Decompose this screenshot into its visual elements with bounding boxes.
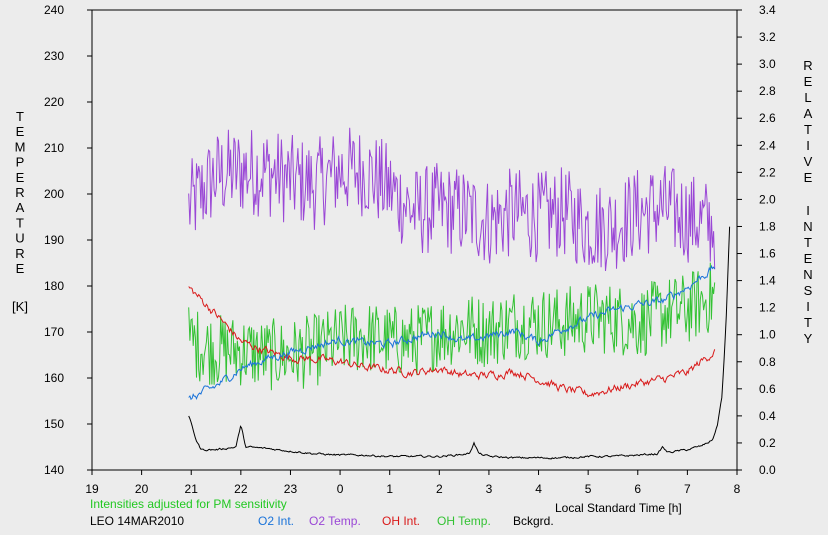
x-tick-label: 22	[234, 482, 248, 496]
left-tick-label: 170	[44, 325, 64, 339]
x-tick-label: 0	[337, 482, 344, 496]
right-axis-letter: N	[803, 267, 812, 282]
right-axis-letter: L	[804, 90, 811, 105]
x-tick-label: 2	[436, 482, 443, 496]
right-tick-label: 1.0	[759, 328, 776, 342]
right-axis-letter: V	[804, 154, 813, 169]
right-tick-label: 1.8	[759, 219, 776, 233]
right-axis-letter: E	[804, 74, 813, 89]
sensitivity-note: Intensities adjusted for PM sensitivity	[90, 497, 287, 511]
x-tick-label: 8	[734, 482, 741, 496]
x-tick-label: 1	[386, 482, 393, 496]
right-axis-ticks: 0.0 0.2 0.4 0.6 0.8 1.0 1.2 1.4 1.6 1.8 2.0 2.2 2.4 2…	[737, 3, 776, 477]
x-tick-label: 21	[185, 482, 199, 496]
x-tick-label: 3	[486, 482, 493, 496]
left-tick-label: 180	[44, 279, 64, 293]
left-axis-letter: M	[15, 139, 26, 154]
series-line-o2-temp	[188, 127, 716, 272]
right-tick-label: 2.2	[759, 165, 776, 179]
right-axis-letter: T	[804, 235, 812, 250]
right-tick-label: 3.2	[759, 30, 776, 44]
left-axis-letter: A	[16, 200, 25, 215]
right-tick-label: 1.2	[759, 301, 776, 315]
right-axis-letter: I	[806, 138, 810, 153]
right-tick-label: 2.0	[759, 192, 776, 206]
legend-oh-int: OH Int.	[382, 514, 421, 528]
right-axis-letter: I	[806, 203, 810, 218]
right-axis-letter: E	[804, 251, 813, 266]
left-axis-unit: [K]	[12, 299, 28, 314]
right-tick-label: 0.8	[759, 355, 776, 369]
x-tick-label: 20	[135, 482, 149, 496]
left-tick-label: 240	[44, 3, 64, 17]
series-line-oh-temp	[188, 262, 716, 391]
right-tick-label: 2.8	[759, 84, 776, 98]
x-tick-label: 4	[535, 482, 542, 496]
right-tick-label: 3.4	[759, 3, 776, 17]
left-tick-label: 140	[44, 463, 64, 477]
left-tick-label: 160	[44, 371, 64, 385]
x-tick-label: 7	[684, 482, 691, 496]
right-axis-letter: T	[804, 122, 812, 137]
left-axis-letter: T	[16, 109, 24, 124]
right-axis-letter: I	[806, 299, 810, 314]
right-tick-label: 0.0	[759, 463, 776, 477]
right-tick-label: 1.6	[759, 247, 776, 261]
left-tick-label: 210	[44, 141, 64, 155]
right-tick-label: 0.2	[759, 436, 776, 450]
series-line-oh-int	[188, 286, 716, 398]
left-axis-ticks: 140 150 160 170 180 190 200 210 220 230 240	[44, 3, 92, 477]
station-date: LEO 14MAR2010	[90, 514, 185, 528]
x-tick-label: 23	[284, 482, 298, 496]
left-axis-letter: E	[16, 124, 25, 139]
series-line-bckgrd	[188, 226, 731, 460]
left-axis-letter: E	[16, 170, 25, 185]
series-group	[188, 127, 731, 460]
legend-o2-temp: O2 Temp.	[309, 514, 361, 528]
left-tick-label: 150	[44, 417, 64, 431]
right-tick-label: 3.0	[759, 57, 776, 71]
legend-bckgrd: Bckgrd.	[513, 514, 554, 528]
left-tick-label: 190	[44, 233, 64, 247]
left-axis-letter: P	[16, 155, 25, 170]
right-tick-label: 2.4	[759, 138, 776, 152]
left-axis-letter: T	[16, 215, 24, 230]
right-axis-letter: T	[804, 315, 812, 330]
right-axis-letter: N	[803, 219, 812, 234]
right-tick-label: 0.4	[759, 409, 776, 423]
left-tick-label: 200	[44, 187, 64, 201]
right-tick-label: 2.6	[759, 111, 776, 125]
left-tick-label: 230	[44, 49, 64, 63]
x-axis-label: Local Standard Time [h]	[555, 501, 682, 515]
x-tick-label: 6	[634, 482, 641, 496]
legend-oh-temp: OH Temp.	[437, 514, 491, 528]
x-tick-label: 5	[585, 482, 592, 496]
right-axis-letter: R	[803, 58, 812, 73]
left-axis-letter: E	[16, 261, 25, 276]
right-axis-letter: Y	[804, 331, 813, 346]
right-axis-letter: A	[804, 106, 813, 121]
x-tick-label: 19	[85, 482, 99, 496]
left-tick-label: 220	[44, 95, 64, 109]
right-axis-letter: E	[804, 170, 813, 185]
right-tick-label: 1.4	[759, 274, 776, 288]
right-axis-letter: S	[804, 283, 813, 298]
left-axis-letter: R	[15, 185, 24, 200]
x-axis-ticks: 19 20 21 22 23 0 1 2 3 4 5 6 7 8	[85, 470, 741, 496]
left-axis-letter: R	[15, 246, 24, 261]
legend-o2-int: O2 Int.	[258, 514, 295, 528]
left-axis-letter: U	[15, 231, 24, 246]
right-tick-label: 0.6	[759, 382, 776, 396]
series-line-o2-int	[188, 264, 716, 401]
